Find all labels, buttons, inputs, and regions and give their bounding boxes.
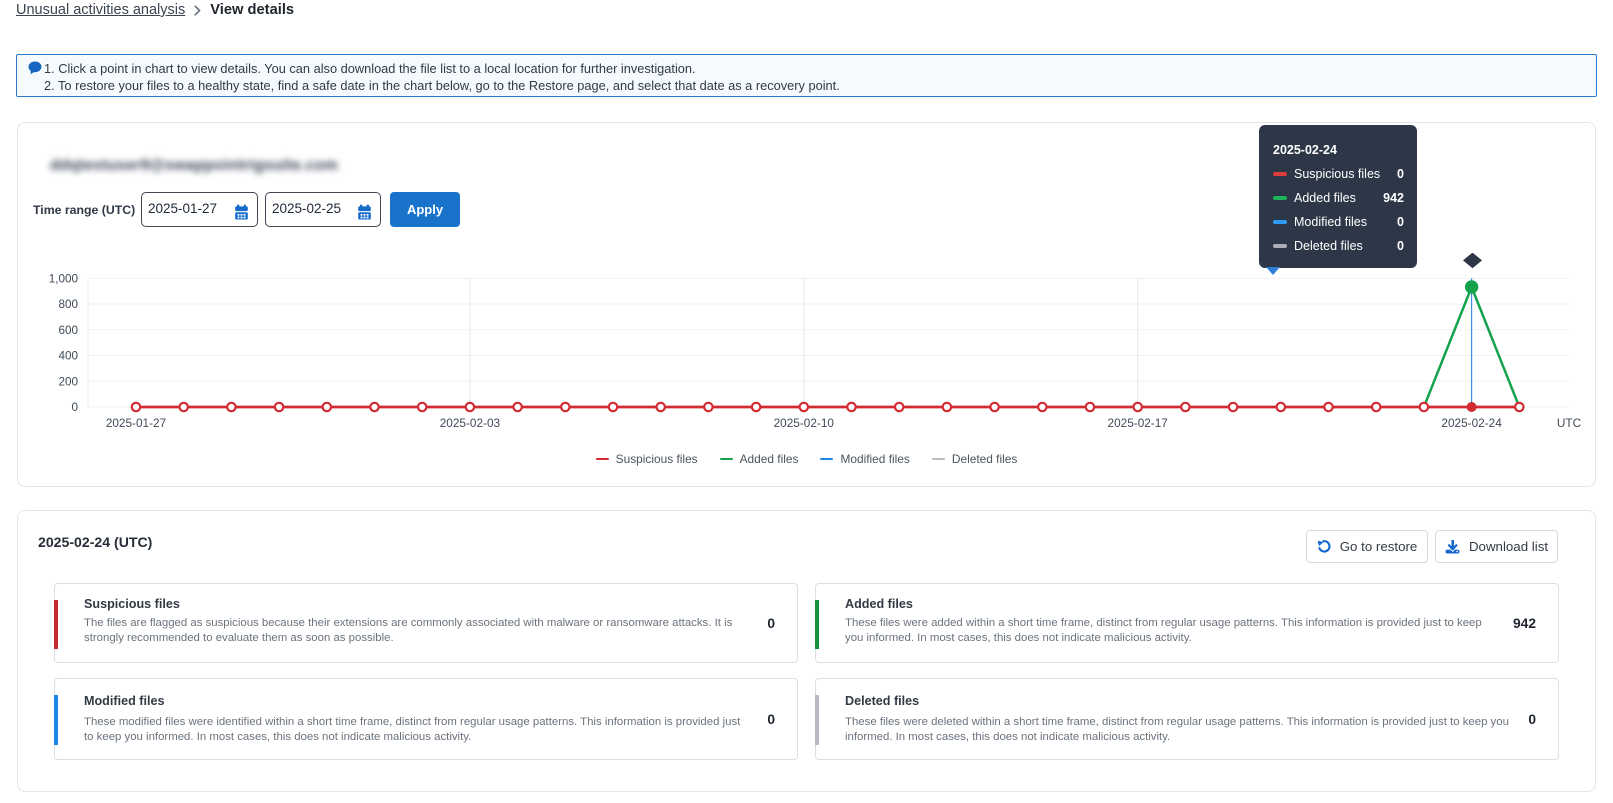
svg-text:2025-01-27: 2025-01-27 [106,416,166,430]
svg-text:400: 400 [58,350,78,363]
svg-text:2025-02-10: 2025-02-10 [774,416,835,430]
svg-text:0: 0 [71,401,78,414]
svg-text:2025-02-17: 2025-02-17 [1108,416,1168,430]
svg-text:1,000: 1,000 [49,273,79,286]
svg-text:800: 800 [58,298,78,311]
svg-text:600: 600 [58,324,78,337]
svg-text:UTC: UTC [1557,416,1582,430]
svg-text:2025-02-03: 2025-02-03 [440,416,501,430]
svg-text:2025-02-24: 2025-02-24 [1441,416,1502,430]
svg-text:200: 200 [58,376,78,389]
